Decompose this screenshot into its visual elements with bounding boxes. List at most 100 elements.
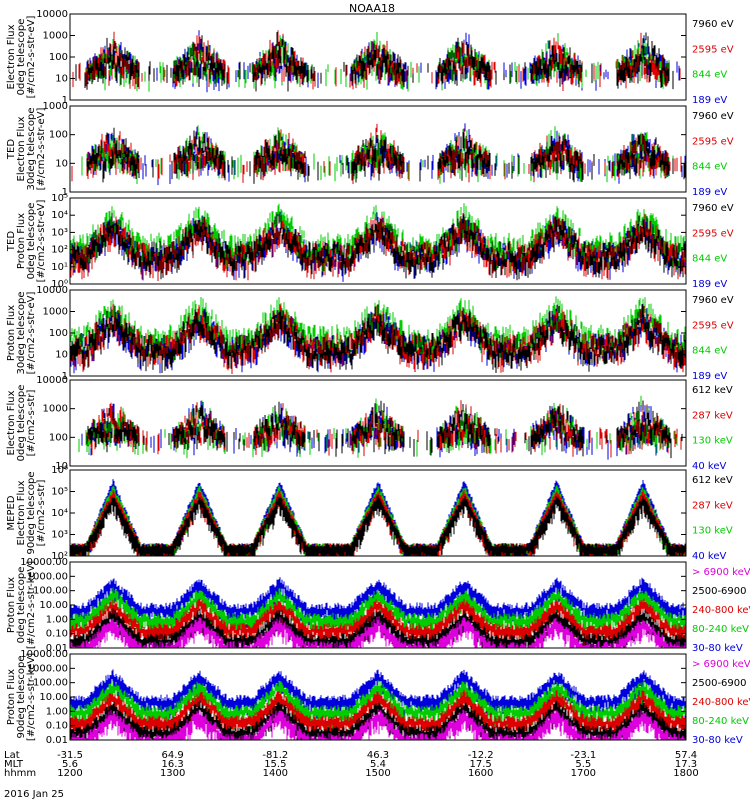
y-tick-label: 10 [55, 158, 68, 169]
panel-6-traces [70, 479, 686, 556]
x-row-label: Lat [4, 750, 20, 761]
y-axis-label: 30deg telescope [26, 107, 37, 190]
panel-7: 0.01 0.10 1.00 10.00 100.00 1000.00 10000.00Pr… [6, 557, 750, 654]
x-tick-label: 1700 [571, 768, 596, 779]
y-axis-label: 90deg telescope [26, 471, 37, 554]
y-tick-label: 10⁵ [51, 193, 68, 204]
legend-entry: 80-240 keV [692, 716, 749, 727]
legend-entry: 2500-6900 [692, 586, 747, 597]
legend-entry: 7960 eV [692, 295, 734, 306]
y-tick-label: 100 [49, 328, 68, 339]
trace-7960-ev [70, 303, 686, 373]
y-tick-label: 10000 [36, 9, 68, 20]
x-row-label: hhmm [4, 768, 36, 779]
y-tick-label: 10000 [36, 285, 68, 296]
y-axis-label: MEPED [6, 495, 17, 530]
panel-3-traces [70, 203, 686, 282]
x-axis: Lat -31.5 64.9 -81.2 46.3 -12.2 -23.1 57.4 MLT 5.… [4, 750, 699, 779]
y-axis-label: Proton Flux [6, 305, 17, 361]
trace-7960-ev [86, 127, 686, 184]
y-tick-label: 10⁵ [51, 487, 68, 498]
y-axis-label: 0deg telescope [16, 385, 27, 462]
panel-5-traces [78, 395, 683, 460]
y-tick-label: 10 [55, 350, 68, 361]
x-tick-label: -81.2 [262, 750, 288, 761]
legend-entry: 30-80 keV [692, 643, 743, 654]
y-axis-label: 30deg telescope [16, 291, 27, 374]
y-axis-label: Electron Flux [16, 116, 27, 181]
x-tick-label: 16.3 [162, 759, 184, 770]
trace-7960-ev [70, 212, 686, 281]
trace-240-800-kev [70, 598, 686, 648]
panel-4: 1 10 100 1000 10000 Proton Flux 30deg telescop… [6, 285, 734, 382]
y-tick-label: 0.10 [46, 629, 68, 640]
y-axis-label: Electron Flux [16, 480, 27, 545]
x-tick-label: 1400 [263, 768, 288, 779]
y-axis-label: 0deg telescope [16, 19, 27, 96]
y-tick-label: 100 [49, 130, 68, 141]
y-axis-label: Proton Flux [6, 577, 17, 633]
trace--6900-kev [70, 616, 686, 648]
y-tick-label: 10³ [51, 530, 68, 541]
legend-entry: 7960 eV [692, 111, 734, 122]
y-tick-label: 1000 [43, 31, 68, 42]
x-tick-label: 64.9 [162, 750, 184, 761]
y-tick-label: 1.00 [46, 706, 68, 717]
panel-3-frame [69, 197, 687, 285]
x-tick-label: 17.5 [470, 759, 492, 770]
x-tick-label: -12.2 [468, 750, 494, 761]
legend-entry: 40 keV [692, 461, 726, 472]
y-axis-label: [#/cm2-s-str] [26, 389, 37, 456]
legend-entry: 130 keV [692, 436, 733, 447]
y-axis-label: [#/cm2-s-str-eV] [26, 16, 37, 99]
y-tick-label: 10000 [36, 375, 68, 386]
y-axis-label: [#/cm2-s-str-keV] [26, 653, 37, 741]
legend-entry: 2595 eV [692, 228, 734, 239]
legend-entry: > 6900 keV [692, 659, 750, 670]
y-tick-label: 1.00 [46, 614, 68, 625]
y-axis-label: Proton Flux [6, 669, 17, 725]
legend-entry: 2595 eV [692, 320, 734, 331]
legend-entry: 30-80 keV [692, 735, 743, 746]
y-axis-label: [#/cm2-s-str-eV] [26, 292, 37, 375]
y-tick-label: 10² [51, 245, 68, 256]
legend-entry: 240-800 keV [692, 697, 750, 708]
y-tick-label: 10 [55, 74, 68, 85]
y-axis-label: TED [6, 231, 17, 252]
x-tick-label: 1800 [673, 768, 698, 779]
legend-entry: 40 keV [692, 551, 726, 562]
y-axis-label: TED [6, 139, 17, 160]
y-tick-label: 10² [51, 551, 68, 562]
legend-entry: 240-800 keV [692, 605, 750, 616]
y-tick-label: 0.10 [46, 721, 68, 732]
legend-entry: 189 eV [692, 95, 727, 106]
panel-3: 10⁰ 10¹ 10² 10³ 10⁴ 10⁵ TED Proton Flux 0deg tel… [6, 193, 734, 290]
y-axis-label: [#/cm2-s-str-eV] [36, 108, 47, 191]
y-axis-label: 0deg telescope [26, 203, 37, 280]
y-tick-label: 10⁶ [51, 465, 68, 476]
y-tick-label: 100.00 [33, 586, 68, 597]
y-tick-label: 10.00 [39, 692, 68, 703]
y-tick-label: 10.00 [39, 600, 68, 611]
x-tick-label: 46.3 [367, 750, 389, 761]
y-tick-label: 100 [49, 52, 68, 63]
y-axis-label: [#/cm2-s-str] [36, 479, 47, 546]
legend-entry: 130 keV [692, 526, 733, 537]
y-tick-label: 1 [62, 187, 68, 198]
panel-1-traces [72, 30, 681, 93]
date-label: 2016 Jan 25 [4, 789, 64, 800]
panel-5: 10 100 1000 10000 Electron Flux 0deg telescop… [6, 375, 733, 472]
x-tick-label: -23.1 [570, 750, 596, 761]
legend-entry: 189 eV [692, 371, 727, 382]
y-tick-label: 10⁰ [51, 279, 68, 290]
legend-entry: 189 eV [692, 187, 727, 198]
y-tick-label: 100.00 [33, 678, 68, 689]
x-tick-label: 1300 [160, 768, 185, 779]
panel-6: 10² 10³ 10⁴ 10⁵ 10⁶ MEPED Electron Flux 90deg t… [6, 465, 733, 562]
legend-entry: 844 eV [692, 70, 727, 81]
y-tick-label: 100 [49, 432, 68, 443]
x-tick-label: 5.4 [370, 759, 386, 770]
trace-7960-ev [75, 32, 674, 92]
panel-8-traces [70, 669, 686, 740]
